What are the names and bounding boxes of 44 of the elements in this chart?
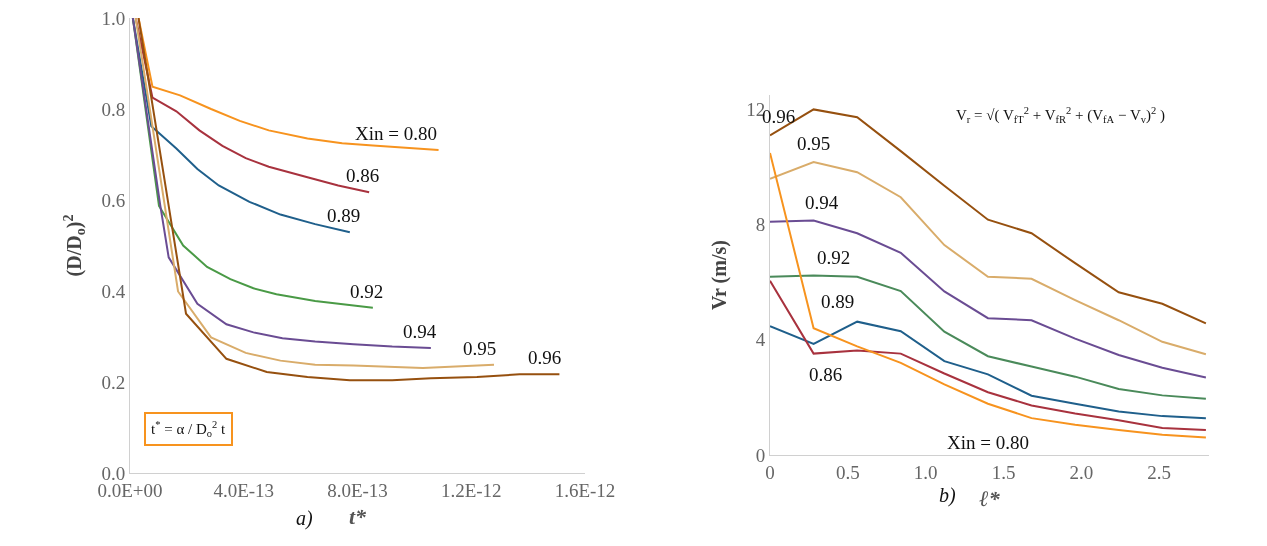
series-label: 0.94 bbox=[403, 321, 437, 342]
text: V$_{r}$ = √( V$_{fT}$$^{2}$ + V$_{fR}$$^{2}$ + (V$_{fA}$ − V$_{v}$)$^{2}$ ) bbox=[956, 105, 1165, 126]
y-tick-label: 0.2 bbox=[101, 371, 126, 393]
series-label: 0.86 bbox=[346, 165, 380, 186]
series-label: Xin = 0.80 bbox=[947, 432, 1029, 453]
x-tick-label: 1.6E-12 bbox=[554, 479, 616, 501]
line-series bbox=[770, 320, 1207, 420]
line-series bbox=[770, 219, 1207, 379]
y-axis-title: Vr (m/s) bbox=[707, 240, 731, 310]
series-label: 0.92 bbox=[350, 281, 384, 302]
y-tick-label: 8 bbox=[755, 214, 766, 236]
x-axis-title: ℓ* bbox=[979, 485, 1001, 511]
series-label: 0.89 bbox=[327, 205, 361, 226]
text: b) bbox=[939, 484, 956, 507]
series-label: 0.95 bbox=[797, 133, 831, 154]
x-tick-label: 0.5 bbox=[835, 461, 860, 483]
line-series bbox=[770, 279, 1207, 431]
line-series bbox=[134, 18, 495, 369]
line-series bbox=[770, 274, 1207, 400]
y-tick-label: 4 bbox=[755, 329, 766, 351]
series-label: 0.89 bbox=[821, 291, 855, 312]
line-series bbox=[770, 161, 1207, 356]
x-tick-label: 8.0E-13 bbox=[327, 479, 388, 501]
y-tick-label: 0.4 bbox=[101, 280, 126, 302]
line-series bbox=[137, 18, 561, 382]
text: a) bbox=[296, 507, 313, 530]
y-tick-label: 0.8 bbox=[101, 98, 126, 120]
x-tick-label: 1.0 bbox=[913, 461, 938, 483]
x-axis-title: t* bbox=[348, 503, 368, 529]
y-tick-label: 0.6 bbox=[101, 189, 126, 211]
x-tick-label: 2.5 bbox=[1147, 461, 1172, 483]
x-tick-label: 2.0 bbox=[1069, 461, 1094, 483]
series-label: 0.94 bbox=[805, 192, 839, 213]
x-tick-label: 1.2E-12 bbox=[440, 479, 502, 501]
y-tick-label: 0 bbox=[755, 444, 766, 466]
x-tick-label: 4.0E-13 bbox=[213, 479, 275, 501]
y-tick-label: 1.0 bbox=[101, 7, 126, 29]
series-label: Xin = 0.80 bbox=[355, 123, 437, 144]
x-tick-label: 1.5 bbox=[991, 461, 1016, 483]
series-label: 0.96 bbox=[528, 347, 562, 368]
annotation: t$^{*}$ = α / D$_{o}$$^{2}$ t bbox=[151, 419, 226, 440]
series-label: 0.92 bbox=[817, 247, 851, 268]
series-label: 0.95 bbox=[463, 338, 497, 359]
series-label: 0.86 bbox=[809, 364, 843, 385]
